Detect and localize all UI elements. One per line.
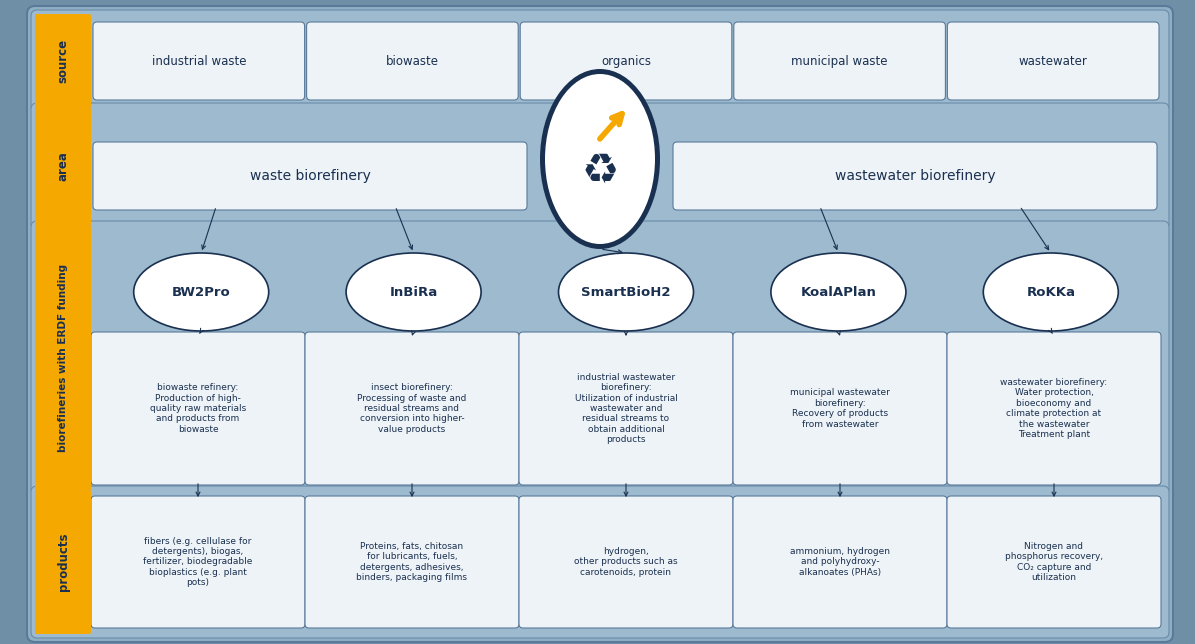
Text: fibers (e.g. cellulase for
detergents), biogas,
fertilizer, biodegradable
biopla: fibers (e.g. cellulase for detergents), …	[143, 536, 252, 587]
Text: biowaste: biowaste	[386, 55, 439, 68]
FancyBboxPatch shape	[31, 486, 1169, 638]
Text: ♻: ♻	[581, 150, 619, 192]
Ellipse shape	[540, 69, 660, 249]
Text: ammonium, hydrogen
and polyhydroxy-
alkanoates (PHAs): ammonium, hydrogen and polyhydroxy- alka…	[790, 547, 890, 577]
Ellipse shape	[558, 253, 693, 331]
FancyBboxPatch shape	[35, 107, 91, 226]
FancyBboxPatch shape	[31, 221, 1169, 495]
FancyBboxPatch shape	[31, 10, 1169, 112]
FancyBboxPatch shape	[519, 496, 733, 628]
FancyBboxPatch shape	[673, 142, 1157, 210]
FancyBboxPatch shape	[93, 22, 305, 100]
Ellipse shape	[134, 253, 269, 331]
FancyBboxPatch shape	[35, 14, 91, 108]
FancyBboxPatch shape	[307, 22, 519, 100]
Text: wastewater: wastewater	[1019, 55, 1087, 68]
FancyBboxPatch shape	[733, 496, 946, 628]
FancyBboxPatch shape	[31, 103, 1169, 230]
Text: hydrogen,
other products such as
carotenoids, protein: hydrogen, other products such as caroten…	[574, 547, 678, 577]
FancyBboxPatch shape	[305, 496, 519, 628]
FancyBboxPatch shape	[35, 490, 91, 634]
FancyBboxPatch shape	[91, 496, 305, 628]
Text: industrial waste: industrial waste	[152, 55, 246, 68]
Text: KoalAPlan: KoalAPlan	[801, 285, 876, 299]
FancyBboxPatch shape	[946, 496, 1162, 628]
Text: area: area	[56, 151, 69, 182]
FancyBboxPatch shape	[948, 22, 1159, 100]
Ellipse shape	[545, 74, 655, 244]
Text: municipal waste: municipal waste	[791, 55, 888, 68]
Text: insect biorefinery:
Processing of waste and
residual streams and
conversion into: insect biorefinery: Processing of waste …	[357, 383, 467, 434]
FancyBboxPatch shape	[946, 332, 1162, 485]
FancyBboxPatch shape	[520, 22, 731, 100]
Text: wastewater biorefinery:
Water protection,
bioeconomy and
climate protection at
t: wastewater biorefinery: Water protection…	[1000, 378, 1108, 439]
Text: SmartBioH2: SmartBioH2	[581, 285, 670, 299]
Text: InBiRa: InBiRa	[390, 285, 437, 299]
Text: municipal wastewater
biorefinery:
Recovery of products
from wastewater: municipal wastewater biorefinery: Recove…	[790, 388, 890, 429]
Ellipse shape	[771, 253, 906, 331]
FancyBboxPatch shape	[35, 225, 91, 491]
FancyBboxPatch shape	[91, 332, 305, 485]
FancyBboxPatch shape	[519, 332, 733, 485]
Text: biowaste refinery:
Production of high-
quality raw materials
and products from
b: biowaste refinery: Production of high- q…	[149, 383, 246, 434]
Text: biorefineries with ERDF funding: biorefineries with ERDF funding	[59, 264, 68, 452]
Ellipse shape	[983, 253, 1119, 331]
FancyBboxPatch shape	[27, 6, 1173, 642]
FancyBboxPatch shape	[733, 332, 946, 485]
Text: RoKKa: RoKKa	[1027, 285, 1076, 299]
Text: organics: organics	[601, 55, 651, 68]
Text: wastewater biorefinery: wastewater biorefinery	[834, 169, 995, 183]
FancyBboxPatch shape	[305, 332, 519, 485]
Text: Proteins, fats, chitosan
for lubricants, fuels,
detergents, adhesives,
binders, : Proteins, fats, chitosan for lubricants,…	[356, 542, 467, 582]
Text: BW2Pro: BW2Pro	[172, 285, 231, 299]
FancyBboxPatch shape	[734, 22, 945, 100]
Text: waste biorefinery: waste biorefinery	[250, 169, 370, 183]
Text: source: source	[56, 39, 69, 83]
Text: products: products	[56, 533, 69, 591]
Text: industrial wastewater
biorefinery:
Utilization of industrial
wastewater and
resi: industrial wastewater biorefinery: Utili…	[575, 373, 678, 444]
Ellipse shape	[347, 253, 482, 331]
Text: Nitrogen and
phosphorus recovery,
CO₂ capture and
utilization: Nitrogen and phosphorus recovery, CO₂ ca…	[1005, 542, 1103, 582]
FancyBboxPatch shape	[93, 142, 527, 210]
